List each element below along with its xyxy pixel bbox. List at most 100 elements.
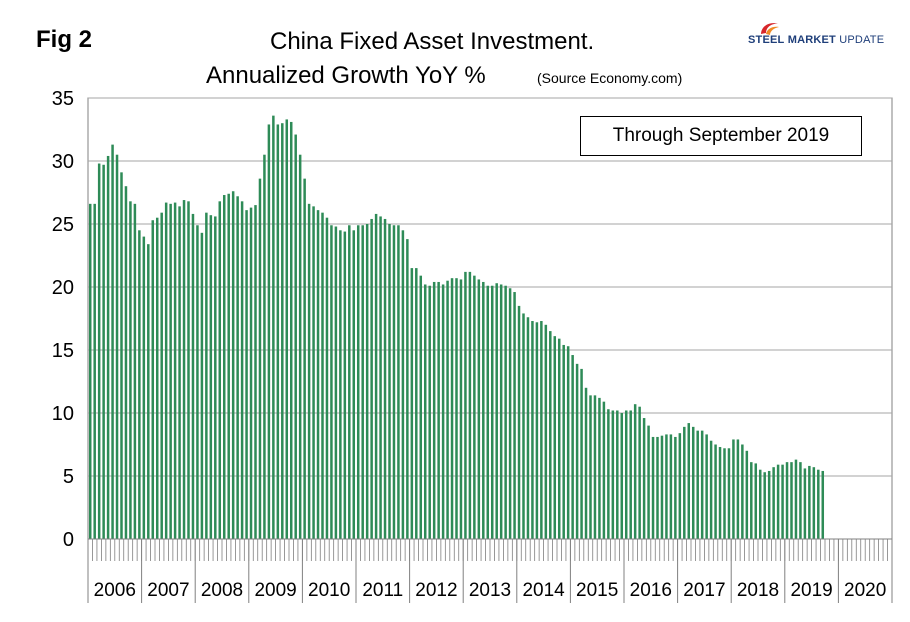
bar <box>200 232 204 539</box>
bar <box>169 203 172 539</box>
bar <box>88 203 92 539</box>
bar <box>490 285 494 539</box>
bar <box>245 210 248 539</box>
bar <box>522 313 525 539</box>
bar <box>124 186 128 539</box>
bar <box>312 206 315 540</box>
bar <box>388 224 391 539</box>
bar <box>129 201 132 539</box>
bar <box>138 230 141 540</box>
bar <box>316 210 320 539</box>
bar <box>803 468 807 539</box>
bar <box>120 172 123 539</box>
bar <box>383 218 387 539</box>
plot-area <box>87 97 893 540</box>
bar <box>294 134 297 540</box>
bar <box>513 292 516 539</box>
bar <box>343 231 347 539</box>
bar <box>196 225 199 539</box>
bar <box>696 430 699 539</box>
bar <box>517 305 521 539</box>
bar <box>754 463 758 539</box>
y-tick-label: 15 <box>52 340 74 362</box>
bar <box>133 203 137 539</box>
bar <box>562 344 565 539</box>
bar <box>281 123 284 539</box>
bar <box>651 436 655 539</box>
bar <box>589 395 592 539</box>
bar <box>267 124 271 540</box>
x-tick-label: 2020 <box>844 580 886 601</box>
bar <box>477 279 481 539</box>
bar <box>325 217 329 539</box>
bar <box>151 220 155 539</box>
bar <box>218 201 222 539</box>
bar <box>222 195 226 539</box>
x-tick-labels: 2006 2007 2008 2009 2010 2011 2012 2013 2014 2015… <box>94 580 887 601</box>
bar <box>723 448 726 539</box>
bar <box>553 336 557 539</box>
bar <box>763 472 766 539</box>
bar <box>307 203 311 539</box>
bar <box>799 462 802 539</box>
bar <box>616 410 619 539</box>
bar <box>352 230 356 540</box>
bar <box>758 469 762 539</box>
bar <box>790 462 793 539</box>
logo-text: STEEL MARKET UPDATE <box>748 34 884 46</box>
bar <box>142 236 146 539</box>
gridlines <box>88 97 892 477</box>
bar <box>718 447 722 539</box>
bar <box>415 268 418 539</box>
bar <box>571 355 574 539</box>
bar <box>598 397 601 539</box>
bar <box>629 410 632 539</box>
bar <box>231 191 235 540</box>
bar <box>575 363 579 539</box>
bar <box>772 467 775 539</box>
bar <box>236 196 239 539</box>
y-tick-label: 10 <box>52 403 74 425</box>
bar <box>611 410 615 539</box>
bar <box>674 436 677 539</box>
bar <box>642 418 646 539</box>
bar <box>392 225 396 539</box>
bar <box>410 268 414 539</box>
x-tick-label: 2016 <box>630 580 672 601</box>
x-tick-label: 2018 <box>737 580 779 601</box>
bar <box>700 430 704 539</box>
bar <box>289 121 293 539</box>
year-dividers <box>87 538 893 603</box>
bar <box>468 271 472 539</box>
bar <box>401 230 405 540</box>
bar <box>272 115 275 539</box>
bar <box>821 470 825 539</box>
bar <box>419 275 423 539</box>
x-tick-label: 2019 <box>790 580 832 601</box>
bar <box>209 215 213 539</box>
bar <box>446 280 449 539</box>
bar <box>808 465 811 539</box>
bar <box>258 178 262 539</box>
bar <box>736 439 740 539</box>
y-tick-labels: 0 5 10 15 20 25 30 35 <box>52 88 74 551</box>
x-tick-label: 2009 <box>254 580 296 601</box>
bar <box>714 444 717 539</box>
bar <box>812 467 816 539</box>
bar <box>593 395 597 539</box>
bar <box>397 225 400 539</box>
bar <box>348 225 351 539</box>
x-tick-label: 2017 <box>683 580 725 601</box>
bar <box>499 284 503 539</box>
bar <box>504 285 507 539</box>
figure-label: Fig 2 <box>36 26 93 53</box>
bar <box>794 459 798 539</box>
bar <box>428 285 431 539</box>
bar <box>205 212 208 539</box>
bar <box>187 201 190 539</box>
bar <box>624 410 628 539</box>
bar <box>495 283 498 539</box>
x-tick-label: 2014 <box>522 580 565 601</box>
bar <box>531 321 534 539</box>
bar <box>660 435 664 539</box>
